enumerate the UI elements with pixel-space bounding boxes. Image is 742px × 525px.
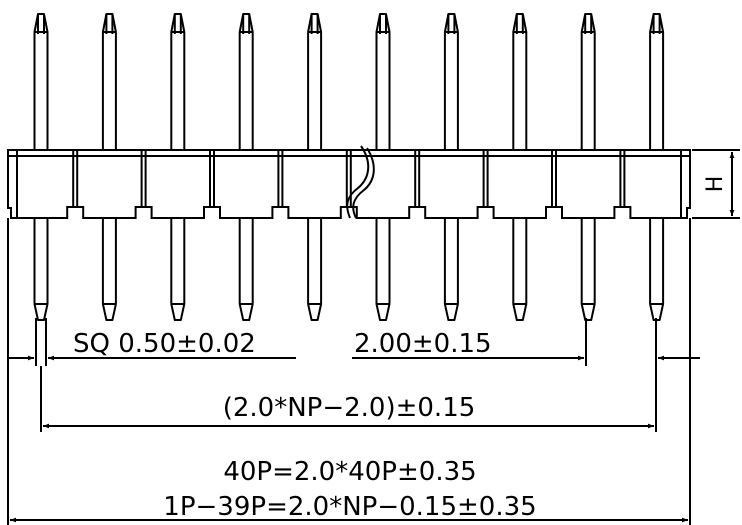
pin-square-dimension <box>8 318 296 366</box>
pin-span-dimension <box>40 366 657 432</box>
pin-lower <box>375 218 391 321</box>
pin-upper <box>307 13 323 150</box>
pin-upper <box>33 13 49 150</box>
pin-upper <box>375 13 391 150</box>
pin-span-label: (2.0*NP−2.0)±0.15 <box>223 393 476 423</box>
pin-lower <box>170 218 186 321</box>
pin-lower <box>101 218 117 321</box>
pins-group <box>33 13 665 321</box>
pin-upper <box>512 13 528 150</box>
pin-lower <box>580 218 596 321</box>
housing-body <box>7 149 691 219</box>
total-1p-39p-label: 1P−39P=2.0*NP−0.15±0.35 <box>163 492 536 522</box>
break-mark <box>346 145 375 219</box>
pin-square-label: SQ 0.50±0.02 <box>73 329 256 359</box>
pin-upper <box>238 13 254 150</box>
pin-upper <box>443 13 459 150</box>
overall-length-dimension <box>7 218 691 525</box>
total-40p-label: 40P=2.0*40P±0.35 <box>223 457 476 487</box>
height-dimension <box>692 149 740 219</box>
housing-outline <box>7 149 691 219</box>
pin-upper <box>101 13 117 150</box>
pin-upper <box>649 13 665 150</box>
pin-lower <box>512 218 528 321</box>
pin-upper <box>170 13 186 150</box>
pin-lower <box>307 218 323 321</box>
height-label: H <box>703 176 728 193</box>
pin-upper <box>580 13 596 150</box>
pin-lower <box>443 218 459 321</box>
pin-lower <box>33 218 49 321</box>
pin-lower <box>238 218 254 321</box>
pitch-dimension <box>352 318 700 366</box>
pitch-label: 2.00±0.15 <box>354 329 492 359</box>
